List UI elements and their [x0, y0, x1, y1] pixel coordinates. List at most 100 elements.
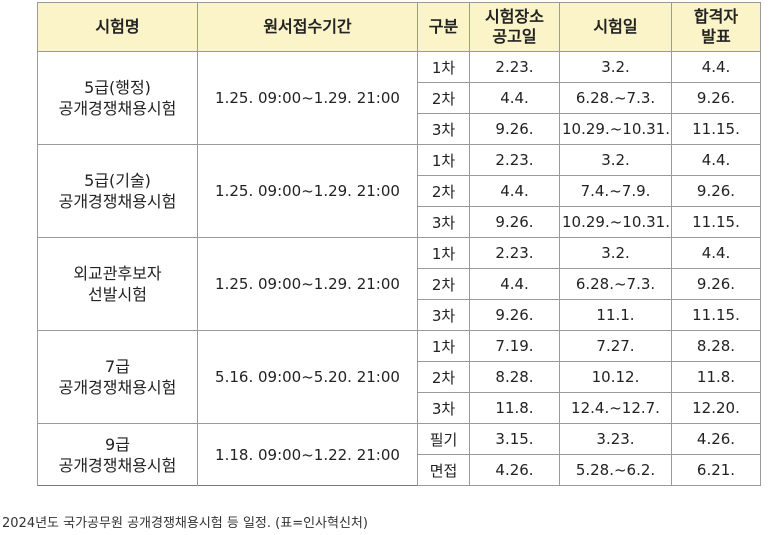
exam-date-cell: 11.1. [559, 299, 672, 331]
venue-date-cell: 7.19. [469, 330, 560, 362]
table-row: 2차 4.4. 6.28.~7.3. 9.26. [38, 268, 761, 300]
exam-name-line1: 5급(기술) [84, 171, 151, 190]
stage-cell: 2차 [417, 82, 470, 114]
stage-cell: 3차 [417, 206, 470, 238]
table-row: 2차 8.28. 10.12. 11.8. [38, 361, 761, 393]
header-row: 시험명 원서접수기간 구분 시험장소 공고일 시험일 합격자 발표 [37, 2, 761, 52]
header-result: 합격자 발표 [671, 2, 761, 52]
header-venue-line1: 시험장소 [485, 7, 544, 26]
venue-date-cell: 4.4. [469, 268, 560, 300]
exam-name-line2: 공개경쟁채용시험 [58, 378, 177, 397]
exam-name-line2: 공개경쟁채용시험 [58, 455, 177, 475]
exam-schedule-table: 시험명 원서접수기간 구분 시험장소 공고일 시험일 합격자 발표 5급(행정) 공개… [37, 2, 761, 486]
venue-date-cell: 2.23. [469, 51, 560, 83]
exam-date-cell: 10.29.~10.31. [559, 113, 672, 145]
application-period: 1.25. 09:00~1.29. 21:00 [197, 144, 418, 238]
header-result-line1: 합격자 [693, 7, 739, 26]
result-date-cell: 4.26. [671, 423, 761, 455]
application-period: 1.25. 09:00~1.29. 21:00 [197, 237, 418, 331]
venue-date-cell: 9.26. [469, 206, 560, 238]
table-row: 2차 4.4. 6.28.~7.3. 9.26. [38, 82, 761, 114]
stage-cell: 필기 [417, 423, 470, 455]
exam-name-line1: 5급(행정) [84, 78, 151, 97]
result-date-cell: 4.4. [671, 237, 761, 269]
stage-cell: 1차 [417, 330, 470, 362]
exam-date-cell: 3.2. [559, 237, 672, 269]
header-result-line2: 발표 [701, 27, 731, 46]
table-row: 3차 11.8. 12.4.~12.7. 12.20. [38, 392, 761, 424]
exam-name-line2: 공개경쟁채용시험 [58, 99, 177, 118]
header-date: 시험일 [559, 2, 672, 52]
table-caption: 2024년도 국가공무원 공개경쟁채용시험 등 일정. (표=인사혁신처) [2, 516, 368, 531]
application-period: 1.25. 09:00~1.29. 21:00 [197, 51, 418, 145]
stage-cell: 1차 [417, 237, 470, 269]
stage-cell: 2차 [417, 268, 470, 300]
venue-date-cell: 2.23. [469, 237, 560, 269]
exam-name-line2: 선발시험 [88, 285, 147, 304]
application-period: 1.18. 09:00~1.22. 21:00 [197, 423, 418, 486]
stage-cell: 1차 [417, 51, 470, 83]
exam-date-cell: 6.28.~7.3. [559, 268, 672, 300]
header-exam: 시험명 [37, 2, 198, 52]
exam-date-cell: 5.28.~6.2. [559, 454, 672, 486]
exam-name-line2: 공개경쟁채용시험 [58, 192, 177, 211]
result-date-cell: 8.28. [671, 330, 761, 362]
stage-cell: 3차 [417, 113, 470, 145]
exam-name-line1: 7급 [105, 357, 130, 376]
result-date-cell: 6.21. [671, 454, 761, 486]
result-date-cell: 9.26. [671, 175, 761, 207]
stage-cell: 3차 [417, 392, 470, 424]
exam-date-cell: 6.28.~7.3. [559, 82, 672, 114]
header-venue: 시험장소 공고일 [469, 2, 560, 52]
table-row: 9급 공개경쟁채용시험 1.18. 09:00~1.22. 21:00 필기 3.… [37, 423, 761, 486]
exam-name: 9급 공개경쟁채용시험 [37, 423, 198, 486]
result-date-cell: 11.8. [671, 361, 761, 393]
schedule-table-wrapper: 시험명 원서접수기간 구분 시험장소 공고일 시험일 합격자 발표 5급(행정) 공개… [37, 2, 761, 486]
table-row: 3차 9.26. 10.29.~10.31. 11.15. [38, 206, 761, 238]
exam-date-cell: 10.12. [559, 361, 672, 393]
header-venue-line2: 공고일 [492, 27, 537, 46]
venue-date-cell: 3.15. [469, 423, 560, 455]
stage-cell: 면접 [417, 454, 470, 486]
result-date-cell: 9.26. [671, 268, 761, 300]
result-date-cell: 4.4. [671, 51, 761, 83]
result-date-cell: 9.26. [671, 82, 761, 114]
exam-date-cell: 7.4.~7.9. [559, 175, 672, 207]
venue-date-cell: 8.28. [469, 361, 560, 393]
header-stage: 구분 [417, 2, 470, 52]
exam-name: 5급(기술) 공개경쟁채용시험 [37, 144, 198, 238]
exam-name: 5급(행정) 공개경쟁채용시험 [37, 51, 198, 145]
result-date-cell: 4.4. [671, 144, 761, 176]
venue-date-cell: 4.26. [469, 454, 560, 486]
venue-date-cell: 9.26. [469, 113, 560, 145]
exam-date-cell: 10.29.~10.31. [559, 206, 672, 238]
table-row: 5급(기술) 공개경쟁채용시험 1.25. 09:00~1.29. 21:00 1… [37, 144, 761, 238]
result-date-cell: 11.15. [671, 299, 761, 331]
venue-date-cell: 9.26. [469, 299, 560, 331]
table-row: 5급(행정) 공개경쟁채용시험 1.25. 09:00~1.29. 21:00 1… [37, 51, 761, 145]
venue-date-cell: 2.23. [469, 144, 560, 176]
exam-name-line1: 외교관후보자 [73, 264, 162, 283]
result-date-cell: 11.15. [671, 113, 761, 145]
table-row: 2차 4.4. 7.4.~7.9. 9.26. [38, 175, 761, 207]
application-period: 5.16. 09:00~5.20. 21:00 [197, 330, 418, 424]
exam-date-cell: 3.2. [559, 51, 672, 83]
stage-cell: 3차 [417, 299, 470, 331]
table-row: 3차 9.26. 10.29.~10.31. 11.15. [38, 113, 761, 145]
stage-cell: 1차 [417, 144, 470, 176]
result-date-cell: 11.15. [671, 206, 761, 238]
venue-date-cell: 4.4. [469, 82, 560, 114]
table-row: 3차 9.26. 11.1. 11.15. [38, 299, 761, 331]
stage-cell: 2차 [417, 175, 470, 207]
stage-cell: 2차 [417, 361, 470, 393]
exam-date-cell: 3.2. [559, 144, 672, 176]
exam-date-cell: 7.27. [559, 330, 672, 362]
exam-date-cell: 12.4.~12.7. [559, 392, 672, 424]
venue-date-cell: 4.4. [469, 175, 560, 207]
venue-date-cell: 11.8. [469, 392, 560, 424]
header-period: 원서접수기간 [197, 2, 418, 52]
